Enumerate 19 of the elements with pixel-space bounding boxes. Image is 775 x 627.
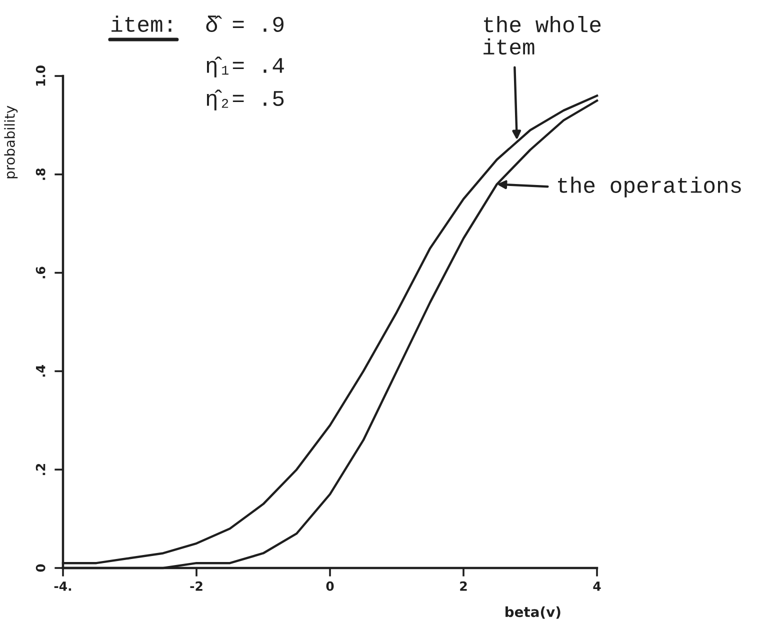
- y-tick-label: .4: [36, 365, 46, 377]
- annotation: the whole item: [484, 16, 601, 55]
- x-tick-label: 2: [460, 581, 467, 591]
- x-axis-title: beta(v): [506, 606, 560, 619]
- text: item:: [112, 16, 172, 32]
- y-tick-label: .6: [36, 266, 46, 278]
- annotation: the operations: [558, 176, 741, 198]
- x-tick-label: 0: [326, 581, 334, 591]
- x-tick-label: 4: [593, 582, 601, 591]
- text: δ̂ = .9: [206, 16, 284, 32]
- y-tick-label: .2: [36, 464, 46, 476]
- annotation: η̂₂= .5: [206, 90, 284, 110]
- y-axis-title: probability: [4, 106, 18, 178]
- y-tick-label: .8: [36, 168, 46, 180]
- annotation: η̂₁= .4: [206, 56, 284, 78]
- y-tick-label: 0: [36, 564, 46, 572]
- x-tick-label: -4.: [54, 582, 72, 591]
- x-tick-label: -2: [190, 581, 202, 591]
- y-tick-label: 1.0: [36, 66, 46, 86]
